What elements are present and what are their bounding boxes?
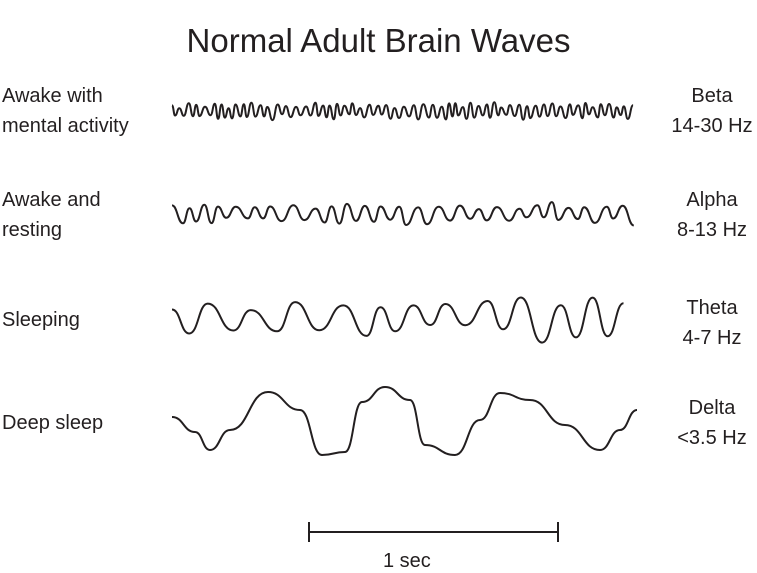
scale-bar-label: 1 sec xyxy=(383,550,431,572)
band-name: Alpha xyxy=(686,189,738,211)
state-label-alpha: Awake and resting xyxy=(2,185,101,245)
band-label-alpha: Alpha 8-13 Hz xyxy=(662,185,757,245)
scale-bar xyxy=(308,522,559,542)
band-label-theta: Theta 4-7 Hz xyxy=(662,293,757,353)
band-name: Delta xyxy=(688,397,736,419)
delta-waveform xyxy=(171,385,638,457)
state-label-line: Deep sleep xyxy=(2,412,104,434)
theta-waveform xyxy=(171,296,624,344)
state-label-line: Awake and xyxy=(2,189,101,211)
state-label-line: Awake with xyxy=(2,85,103,107)
band-name: Beta xyxy=(691,85,733,107)
state-label-theta: Sleeping xyxy=(2,305,80,335)
beta-waveform xyxy=(171,101,634,122)
band-range: <3.5 Hz xyxy=(677,427,747,449)
band-range: 8-13 Hz xyxy=(676,219,748,241)
state-label-line: Sleeping xyxy=(2,309,80,331)
band-label-beta: Beta 14-30 Hz xyxy=(662,81,757,141)
state-label-line: mental activity xyxy=(2,115,129,137)
band-name: Theta xyxy=(686,297,738,319)
alpha-waveform xyxy=(171,201,635,227)
diagram-title: Normal Adult Brain Waves xyxy=(186,22,571,59)
state-label-line: resting xyxy=(2,219,63,241)
band-label-delta: Delta <3.5 Hz xyxy=(662,393,757,453)
state-label-delta: Deep sleep xyxy=(2,408,103,438)
band-range: 14-30 Hz xyxy=(671,115,753,137)
state-label-beta: Awake with mental activity xyxy=(2,81,129,141)
band-range: 4-7 Hz xyxy=(682,327,742,349)
